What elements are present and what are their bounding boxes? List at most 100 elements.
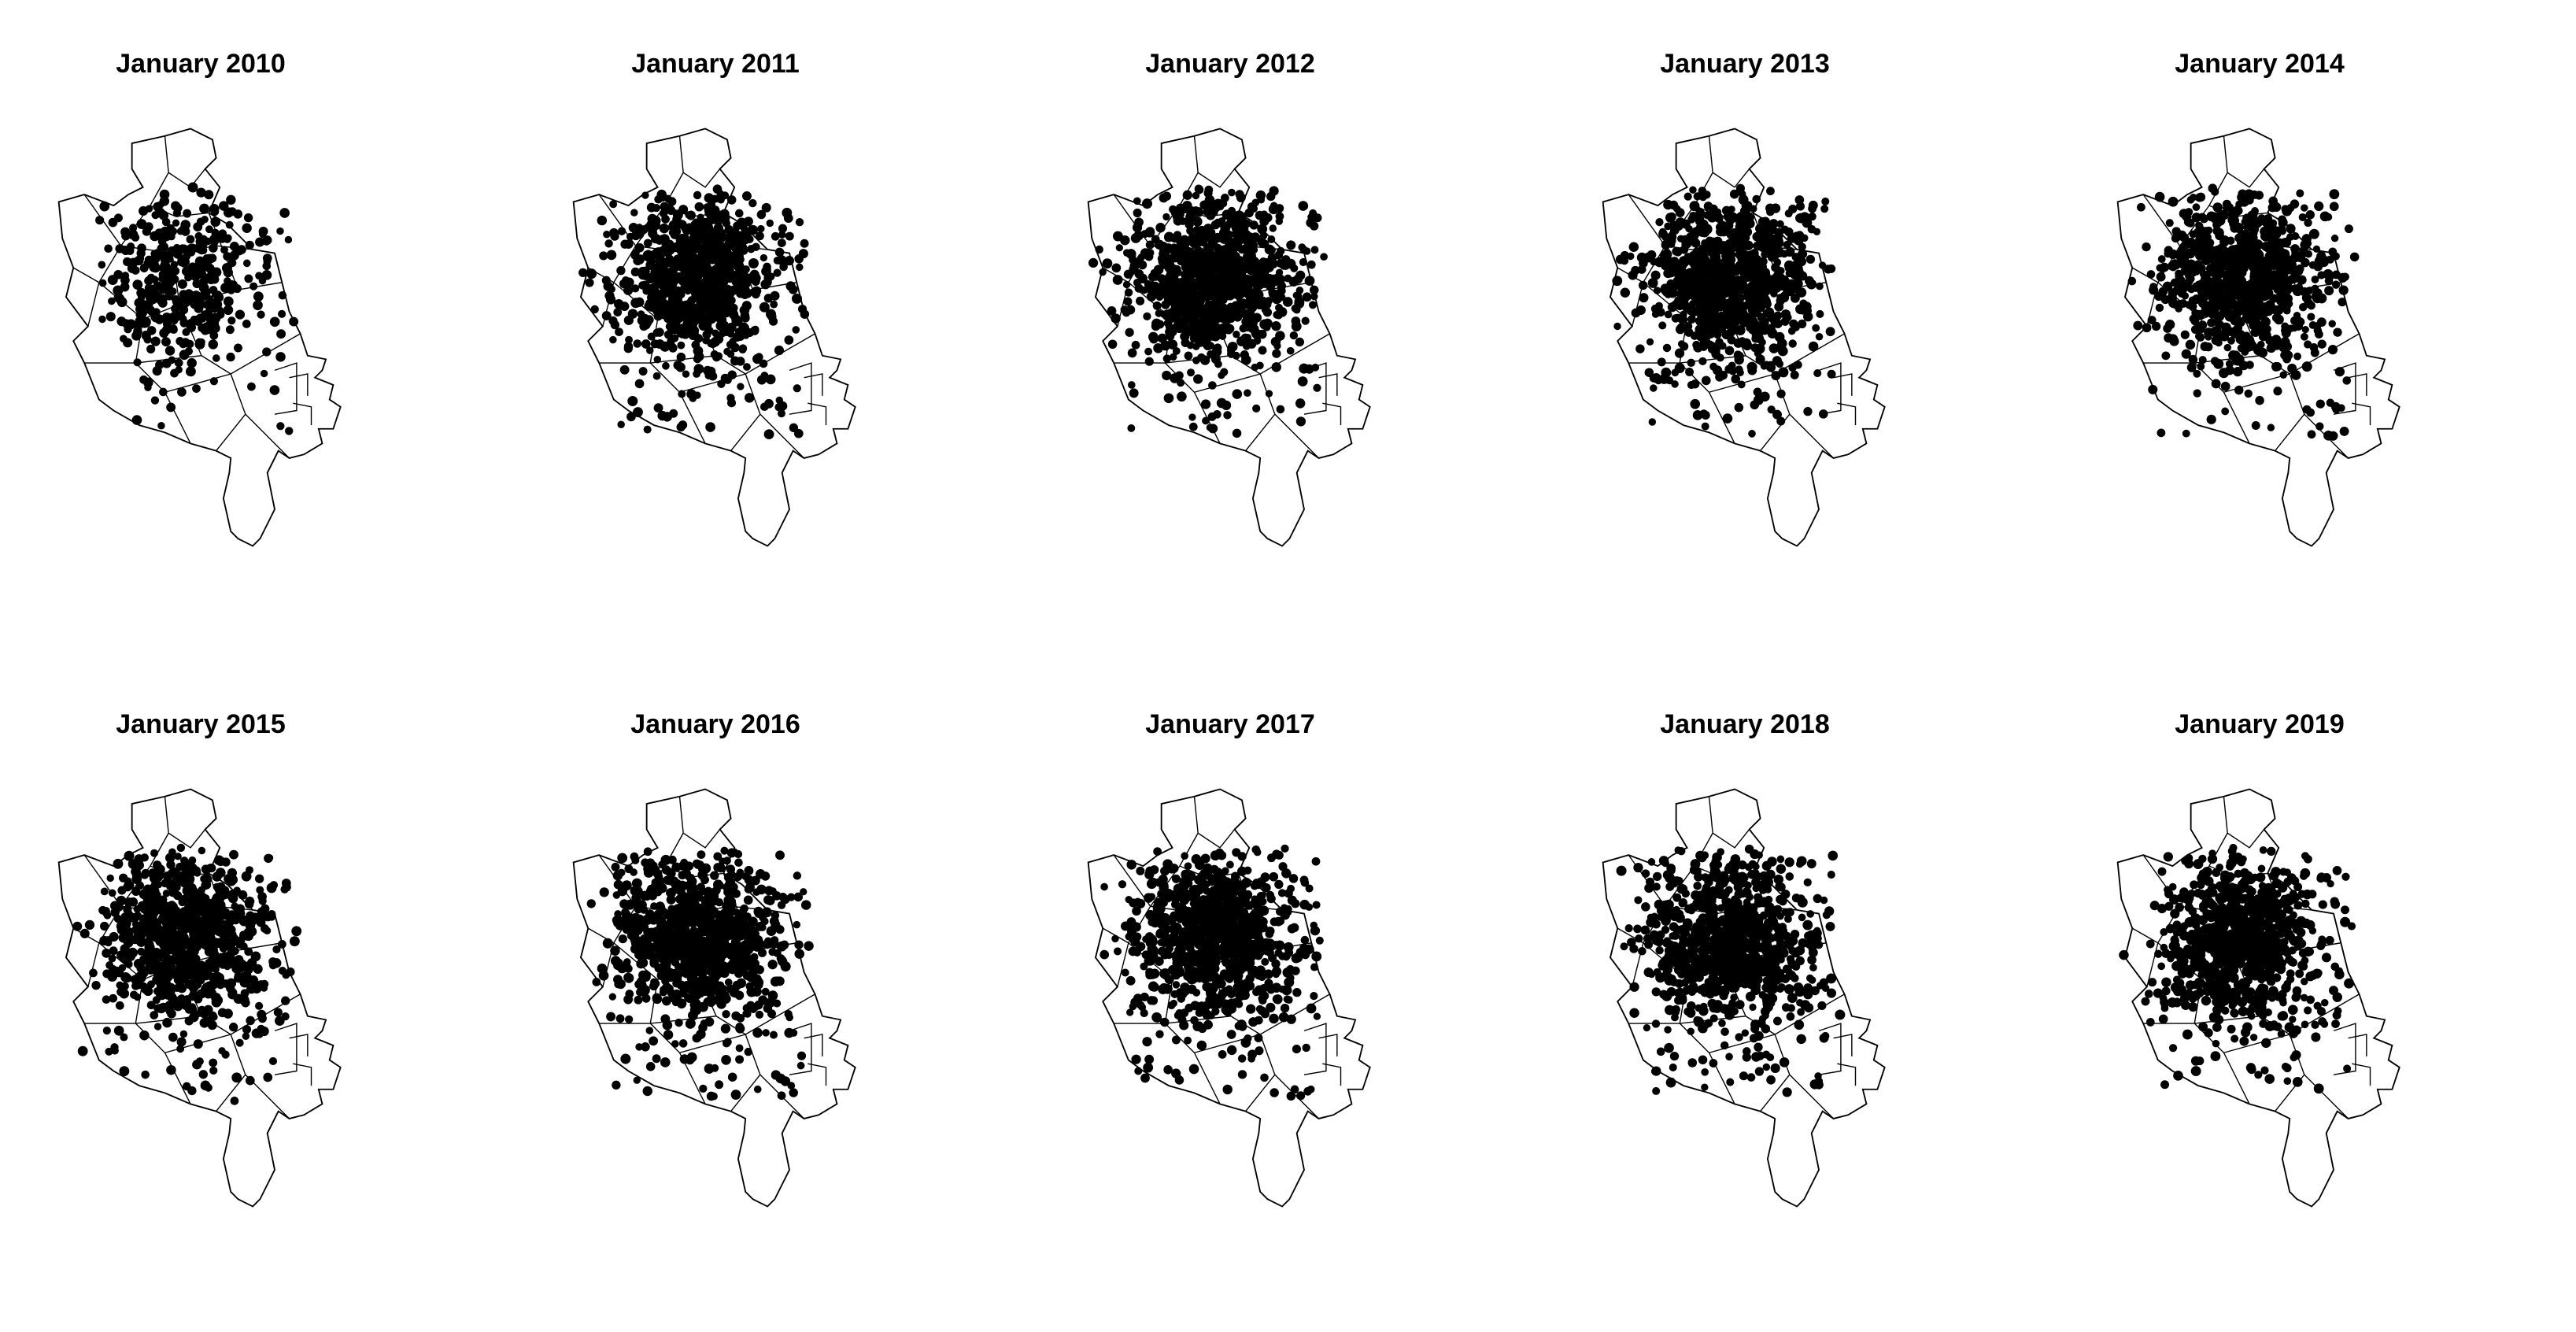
incident-point	[1697, 227, 1708, 238]
incident-point	[2227, 215, 2237, 225]
incident-point	[721, 320, 729, 328]
incident-point	[1709, 285, 1719, 294]
incident-point	[244, 274, 253, 283]
incident-point	[99, 935, 109, 946]
incident-point	[1772, 315, 1780, 324]
incident-point	[2293, 252, 2303, 262]
incident-point	[1242, 281, 1250, 289]
incident-point	[1140, 286, 1148, 294]
incident-point	[99, 201, 110, 212]
incident-point	[748, 257, 759, 268]
incident-point	[1739, 302, 1749, 312]
incident-point	[1709, 243, 1719, 253]
incident-point	[1692, 340, 1701, 350]
incident-point	[1111, 313, 1121, 324]
incident-point	[1146, 284, 1156, 294]
incident-point	[742, 191, 752, 201]
port-outline	[789, 362, 812, 415]
incident-point	[257, 892, 267, 901]
incident-point	[707, 200, 716, 209]
incident-point	[177, 387, 187, 397]
incident-point	[237, 245, 246, 254]
incident-point	[2219, 329, 2229, 339]
incident-point	[1628, 242, 1639, 252]
incident-point	[1672, 260, 1682, 269]
incident-point	[1187, 368, 1196, 377]
incident-point	[245, 896, 255, 906]
incident-point	[261, 270, 272, 280]
incident-point	[2254, 248, 2262, 257]
incident-point	[1613, 322, 1621, 331]
incident-point	[680, 223, 689, 232]
incident-point	[1193, 374, 1203, 384]
incident-point	[2133, 320, 2143, 331]
incident-point	[1788, 204, 1798, 214]
incident-point	[1798, 249, 1807, 258]
incident-point	[2317, 339, 2327, 349]
incident-point	[1733, 292, 1743, 302]
incident-point	[1295, 270, 1306, 280]
incident-point	[1133, 197, 1141, 205]
incident-point	[609, 200, 618, 209]
incident-point	[124, 900, 133, 908]
incident-point	[690, 253, 699, 261]
incident-point	[626, 412, 636, 422]
incident-point	[2251, 420, 2260, 430]
incident-point	[641, 339, 651, 349]
incident-point	[2200, 342, 2210, 352]
incident-point	[1162, 213, 1170, 221]
incident-point	[1776, 272, 1784, 280]
incident-point	[1646, 250, 1657, 260]
incident-point	[1673, 247, 1683, 257]
incident-point	[168, 887, 178, 897]
incident-point	[2192, 203, 2201, 211]
incident-point	[116, 987, 125, 997]
incident-point	[1170, 302, 1181, 313]
incident-point	[1222, 244, 1231, 253]
incident-point	[666, 287, 677, 298]
incident-point	[1272, 349, 1281, 358]
incident-point	[800, 309, 810, 319]
incident-point	[226, 978, 237, 989]
incident-point	[2312, 245, 2321, 253]
incident-point	[1749, 256, 1758, 265]
incident-point	[1257, 237, 1267, 247]
incident-point	[2266, 343, 2276, 353]
incident-point	[2151, 321, 2161, 331]
incident-point	[1653, 287, 1661, 294]
incident-point	[1271, 321, 1281, 331]
incident-point	[273, 1008, 283, 1017]
incident-point	[756, 209, 767, 220]
incident-point	[242, 259, 251, 268]
incident-point	[681, 302, 690, 312]
incident-point	[2304, 218, 2312, 228]
incident-point	[227, 913, 238, 923]
incident-point	[198, 240, 208, 249]
incident-point	[2168, 298, 2179, 309]
incident-point	[2331, 280, 2341, 289]
incident-point	[1696, 307, 1705, 316]
incident-point	[232, 283, 242, 294]
incident-point	[2301, 361, 2312, 372]
incident-point	[1204, 185, 1214, 194]
incident-point	[1262, 318, 1273, 328]
incident-point	[131, 266, 140, 275]
incident-point	[2163, 324, 2172, 333]
incident-point	[168, 933, 178, 942]
incident-point	[1200, 266, 1210, 276]
incident-point	[1796, 287, 1807, 298]
incident-point	[235, 309, 246, 320]
incident-point	[187, 357, 197, 368]
incident-point	[1310, 221, 1319, 231]
incident-point	[1766, 187, 1775, 196]
incident-point	[1252, 404, 1261, 413]
incident-point	[1707, 296, 1717, 305]
incident-point	[113, 285, 124, 296]
incident-point	[1273, 275, 1282, 284]
incident-point	[1258, 346, 1267, 355]
incident-point	[1736, 212, 1746, 221]
map-panel-january-2013: January 2013	[1552, 11, 2067, 672]
incident-point	[150, 849, 159, 857]
incident-point	[1188, 268, 1197, 277]
incident-point	[1228, 248, 1238, 258]
